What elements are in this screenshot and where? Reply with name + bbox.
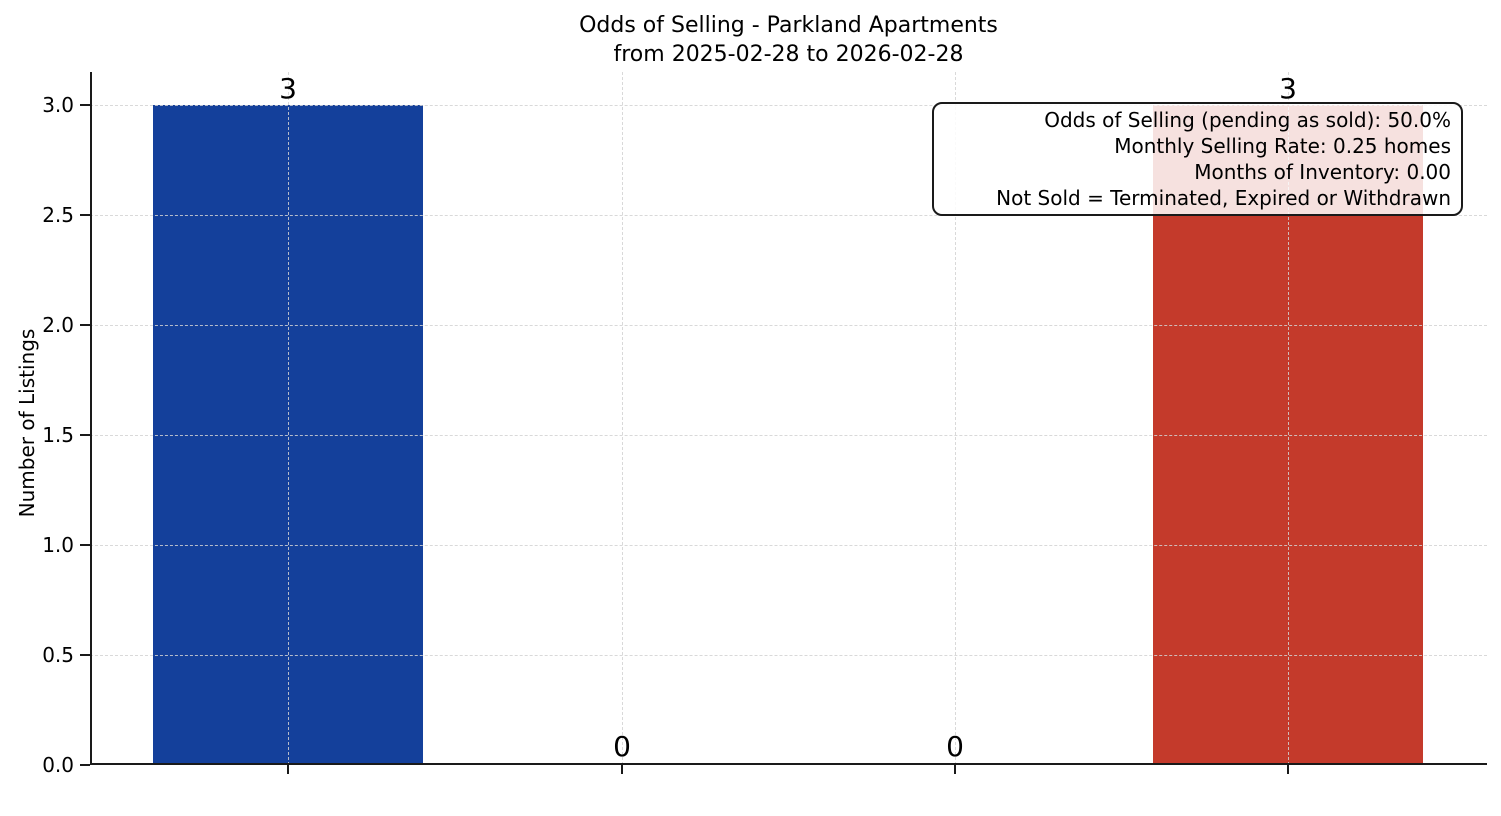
h-gridline-0.5 xyxy=(90,654,1487,656)
h-gridline-3.0 xyxy=(90,104,1487,106)
y-tick-mark-3.0 xyxy=(80,104,90,106)
x-tick-mark-sold xyxy=(287,765,289,774)
x-tick-mark-pending xyxy=(954,765,956,774)
y-tick-mark-0.5 xyxy=(80,654,90,656)
y-tick-label-0.0: 0.0 xyxy=(42,753,74,777)
y-tick-label-2.5: 2.5 xyxy=(42,203,74,227)
value-label-pending: 0 xyxy=(946,730,964,763)
plot-area: Odds of Selling (pending as sold): 50.0%… xyxy=(42,72,1487,777)
x-tick-mark-active xyxy=(621,765,623,774)
v-gridline-sold xyxy=(287,72,289,765)
h-gridline-1.0 xyxy=(90,544,1487,546)
value-label-sold: 3 xyxy=(279,72,297,105)
annotation-odds-of-selling: Odds of Selling (pending as sold): 50.0% xyxy=(1044,108,1451,132)
stats-annotation-box: Odds of Selling (pending as sold): 50.0%… xyxy=(932,102,1463,216)
value-label-not-sold: 3 xyxy=(1279,72,1297,105)
y-axis-spine xyxy=(90,72,92,765)
chart-subtitle: from 2025-02-28 to 2026-02-28 xyxy=(613,42,964,67)
x-axis-spine xyxy=(90,763,1487,765)
v-gridline-active xyxy=(621,72,623,765)
chart-title-block: Odds of Selling - Parkland Apartments fr… xyxy=(90,11,1487,69)
y-axis-label: Number of Listings xyxy=(15,328,39,518)
y-tick-label-2.0: 2.0 xyxy=(42,313,74,337)
h-gridline-2.0 xyxy=(90,324,1487,326)
y-tick-label-1.5: 1.5 xyxy=(42,423,74,447)
annotation-monthly-selling-rate: Monthly Selling Rate: 0.25 homes xyxy=(1114,134,1451,158)
annotation-not-sold-definition: Not Sold = Terminated, Expired or Withdr… xyxy=(996,186,1451,210)
y-tick-mark-1.5 xyxy=(80,434,90,436)
x-tick-mark-not-sold xyxy=(1287,765,1289,774)
y-tick-mark-1.0 xyxy=(80,544,90,546)
h-gridline-1.5 xyxy=(90,434,1487,436)
y-tick-mark-2.5 xyxy=(80,214,90,216)
y-tick-mark-0.0 xyxy=(80,764,90,766)
v-gridline-pending xyxy=(954,72,956,765)
value-label-active: 0 xyxy=(613,730,631,763)
y-tick-label-1.0: 1.0 xyxy=(42,533,74,557)
v-gridline-not-sold xyxy=(1287,72,1289,765)
y-tick-mark-2.0 xyxy=(80,324,90,326)
chart-title: Odds of Selling - Parkland Apartments xyxy=(579,13,998,38)
h-gridline-2.5 xyxy=(90,214,1487,216)
y-tick-label-0.5: 0.5 xyxy=(42,643,74,667)
y-tick-label-3.0: 3.0 xyxy=(42,93,74,117)
annotation-months-of-inventory: Months of Inventory: 0.00 xyxy=(1194,160,1451,184)
